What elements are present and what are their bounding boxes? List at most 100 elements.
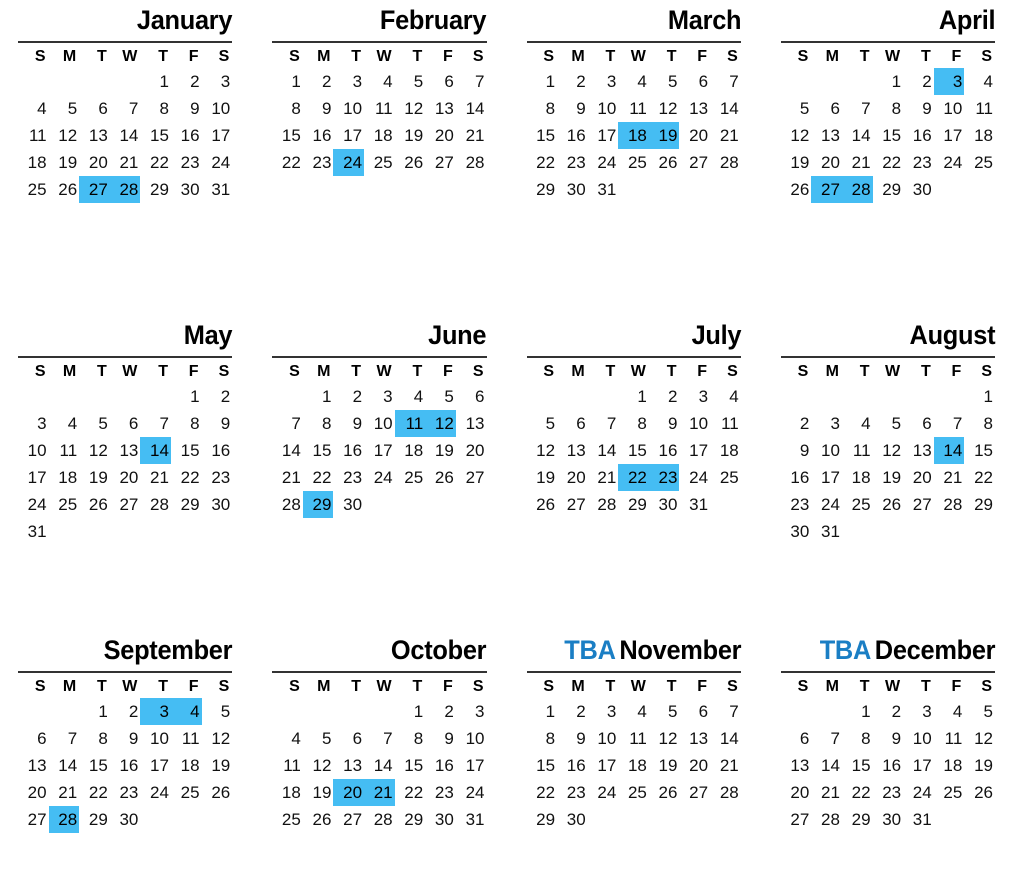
day-cell[interactable]: 16: [343, 441, 363, 460]
day-cell[interactable]: 5: [67, 99, 78, 118]
day-cell[interactable]: 26: [312, 810, 332, 829]
day-cell[interactable]: 9: [799, 441, 810, 460]
day-cell[interactable]: 4: [37, 99, 47, 118]
day-cell[interactable]: 25: [851, 495, 871, 514]
day-cell[interactable]: 17: [373, 441, 393, 460]
day-cell[interactable]: 1: [637, 387, 647, 406]
day-cell[interactable]: 11: [283, 756, 301, 775]
day-cell[interactable]: 12: [536, 441, 556, 460]
day-cell[interactable]: 15: [627, 441, 647, 460]
day-cell[interactable]: 23: [343, 468, 363, 487]
day-cell[interactable]: 16: [566, 126, 586, 145]
day-cell[interactable]: 18: [180, 756, 200, 775]
day-cell[interactable]: 30: [912, 180, 932, 199]
day-cell[interactable]: 14: [821, 756, 840, 775]
day-cell[interactable]: 16: [119, 756, 139, 775]
day-cell[interactable]: 8: [159, 99, 169, 118]
day-cell[interactable]: 24: [597, 783, 617, 802]
day-cell[interactable]: 10: [912, 729, 932, 748]
day-cell[interactable]: 21: [150, 468, 169, 487]
day-cell[interactable]: 5: [444, 387, 454, 406]
day-cell[interactable]: 15: [974, 441, 993, 460]
day-cell-highlighted[interactable]: 12: [425, 410, 456, 437]
day-cell[interactable]: 21: [58, 783, 78, 802]
day-cell[interactable]: 14: [719, 99, 739, 118]
day-cell[interactable]: 19: [658, 756, 678, 775]
day-cell-highlighted[interactable]: 28: [48, 806, 80, 833]
day-cell[interactable]: 26: [211, 783, 231, 802]
day-cell[interactable]: 3: [383, 387, 393, 406]
day-cell[interactable]: 3: [830, 414, 840, 433]
day-cell[interactable]: 30: [211, 495, 231, 514]
day-cell[interactable]: 9: [190, 99, 200, 118]
day-cell[interactable]: 19: [536, 468, 556, 487]
day-cell[interactable]: 20: [689, 126, 709, 145]
day-cell[interactable]: 16: [180, 126, 200, 145]
day-cell[interactable]: 8: [891, 99, 902, 118]
day-cell[interactable]: 24: [373, 468, 393, 487]
day-cell[interactable]: 17: [597, 126, 617, 145]
day-cell[interactable]: 22: [974, 468, 993, 487]
day-cell[interactable]: 2: [128, 702, 139, 721]
day-cell[interactable]: 2: [352, 387, 363, 406]
day-cell[interactable]: 23: [211, 468, 231, 487]
day-cell[interactable]: 21: [119, 153, 139, 172]
day-cell[interactable]: 5: [668, 72, 678, 91]
day-cell[interactable]: 19: [211, 756, 231, 775]
day-cell[interactable]: 2: [190, 72, 200, 91]
day-cell[interactable]: 31: [211, 180, 231, 199]
day-cell[interactable]: 13: [465, 414, 485, 433]
day-cell[interactable]: 10: [373, 414, 393, 433]
day-cell[interactable]: 4: [729, 387, 739, 406]
day-cell[interactable]: 31: [27, 522, 47, 541]
day-cell-highlighted[interactable]: 19: [648, 122, 680, 149]
day-cell[interactable]: 19: [790, 153, 810, 172]
day-cell-highlighted[interactable]: 27: [79, 176, 110, 203]
day-cell[interactable]: 13: [434, 99, 454, 118]
day-cell[interactable]: 9: [891, 729, 902, 748]
day-cell[interactable]: 26: [434, 468, 454, 487]
day-cell[interactable]: 7: [67, 729, 78, 748]
day-cell[interactable]: 16: [882, 756, 902, 775]
day-cell[interactable]: 7: [291, 414, 301, 433]
day-cell[interactable]: 12: [404, 99, 424, 118]
day-cell[interactable]: 21: [851, 153, 871, 172]
day-cell-highlighted[interactable]: 23: [648, 464, 680, 491]
day-cell[interactable]: 28: [150, 495, 169, 514]
day-cell[interactable]: 17: [465, 756, 485, 775]
day-cell[interactable]: 29: [150, 180, 169, 199]
day-cell[interactable]: 29: [627, 495, 647, 514]
day-cell[interactable]: 8: [861, 729, 871, 748]
day-cell[interactable]: 28: [719, 153, 739, 172]
day-cell[interactable]: 1: [983, 387, 993, 406]
day-cell[interactable]: 23: [882, 783, 902, 802]
day-cell[interactable]: 23: [566, 783, 586, 802]
day-cell[interactable]: 10: [27, 441, 47, 460]
day-cell[interactable]: 4: [291, 729, 301, 748]
day-cell[interactable]: 21: [465, 126, 485, 145]
day-cell[interactable]: 27: [689, 153, 709, 172]
day-cell[interactable]: 22: [88, 783, 108, 802]
day-cell[interactable]: 25: [719, 468, 739, 487]
day-cell[interactable]: 31: [465, 810, 485, 829]
day-cell[interactable]: 2: [576, 702, 586, 721]
day-cell[interactable]: 26: [790, 180, 810, 199]
day-cell[interactable]: 7: [729, 702, 739, 721]
day-cell[interactable]: 8: [413, 729, 424, 748]
day-cell[interactable]: 29: [974, 495, 993, 514]
day-cell[interactable]: 7: [383, 729, 393, 748]
day-cell[interactable]: 16: [912, 126, 932, 145]
day-cell[interactable]: 7: [861, 99, 871, 118]
day-cell[interactable]: 20: [88, 153, 108, 172]
day-cell[interactable]: 14: [119, 126, 139, 145]
day-cell[interactable]: 21: [719, 126, 739, 145]
day-cell[interactable]: 9: [576, 729, 586, 748]
day-cell[interactable]: 16: [566, 756, 586, 775]
day-cell[interactable]: 6: [475, 387, 485, 406]
day-cell[interactable]: 5: [983, 702, 993, 721]
day-cell-highlighted[interactable]: 11: [394, 410, 426, 437]
day-cell[interactable]: 23: [180, 153, 200, 172]
day-cell[interactable]: 10: [597, 99, 617, 118]
day-cell[interactable]: 5: [220, 702, 231, 721]
day-cell[interactable]: 17: [150, 756, 169, 775]
